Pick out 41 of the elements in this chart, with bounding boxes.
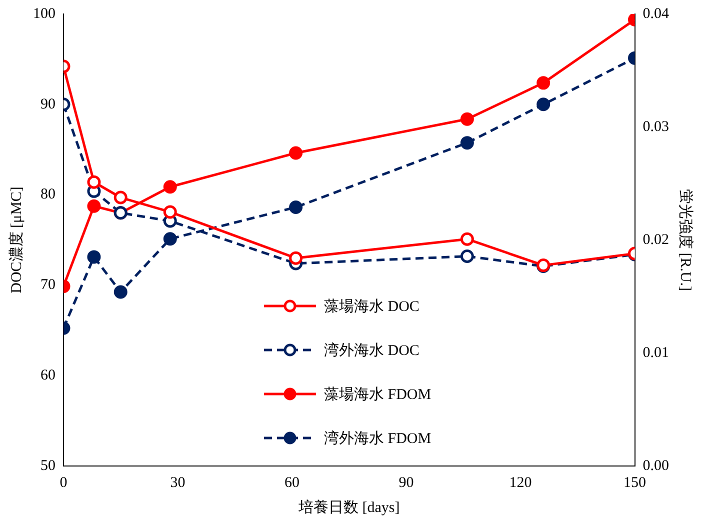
y2-tick-label: 0.03 <box>642 118 669 135</box>
x-tick-label: 150 <box>624 474 646 491</box>
point <box>114 285 128 299</box>
y2-axis-title: 蛍光強度 [R.U.] <box>677 188 694 292</box>
point <box>163 205 177 219</box>
point <box>460 232 474 246</box>
legend-label: 藻場海水 DOC <box>324 298 420 316</box>
point <box>163 180 177 194</box>
y2-tick-label: 0.04 <box>642 6 670 22</box>
x-tick-label: 120 <box>509 474 532 491</box>
x-tick-label: 0 <box>60 474 68 491</box>
point <box>289 200 303 214</box>
y-tick-label: 70 <box>40 277 56 294</box>
point <box>87 175 101 189</box>
legend-label: 湾外海水 DOC <box>324 341 420 360</box>
point <box>536 76 550 90</box>
y-tick-label: 60 <box>40 368 56 384</box>
point <box>460 136 474 150</box>
point <box>289 251 303 265</box>
y-axis-title: DOC濃度 [μMC] <box>8 186 25 294</box>
x-tick-label: 60 <box>284 474 300 491</box>
y2-tick-label: 0.00 <box>642 458 669 474</box>
y-tick-label: 90 <box>40 96 56 112</box>
y-tick-label: 50 <box>40 458 56 474</box>
x-tick-label: 30 <box>170 474 186 491</box>
legend-label: 湾外海水 FDOM <box>324 429 432 448</box>
x-axis-title: 培養日数 [days] <box>298 498 400 516</box>
point <box>163 232 177 246</box>
y-tick-label: 100 <box>33 6 56 22</box>
point <box>460 112 474 126</box>
y-tick-label: 80 <box>40 186 56 203</box>
point <box>87 199 101 213</box>
y2-tick-label: 0.02 <box>642 232 669 248</box>
point <box>536 98 550 112</box>
point <box>114 190 128 204</box>
point <box>289 146 303 160</box>
point <box>87 250 101 264</box>
point <box>460 250 474 264</box>
y2-tick-label: 0.01 <box>642 344 669 361</box>
legend-label: 藻場海水 FDOM <box>324 386 432 404</box>
x-tick-label: 90 <box>398 474 414 491</box>
